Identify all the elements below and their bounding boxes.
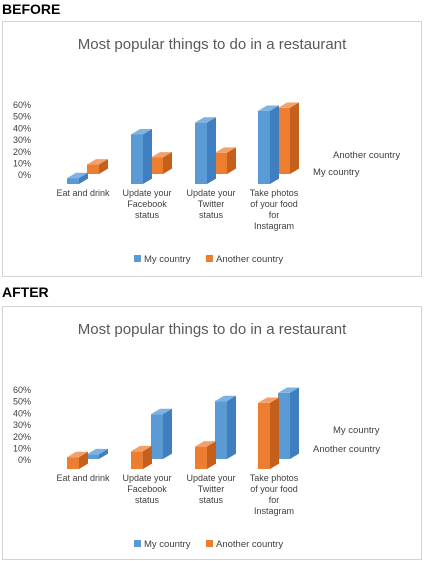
chart-title: Most popular things to do in a restauran… — [78, 36, 347, 53]
x-category-label: Eat and drink — [56, 188, 110, 198]
before-chart: Most popular things to do in a restauran… — [13, 36, 400, 265]
legend-swatch — [206, 540, 213, 547]
y-tick-label: 30% — [13, 420, 31, 430]
y-tick-label: 10% — [13, 444, 31, 454]
before-chart-panel: Most popular things to do in a restauran… — [2, 21, 422, 277]
bar-my-country-4 — [258, 105, 279, 184]
bar-another-country-1 — [87, 159, 108, 174]
y-tick-label: 60% — [13, 385, 31, 395]
legend-label: My country — [144, 254, 191, 265]
bar-another-country-3 — [195, 441, 216, 469]
legend-label: My country — [144, 539, 191, 550]
legend-label: Another country — [216, 539, 283, 550]
series-axis-label: My country — [313, 167, 360, 178]
legend-swatch — [134, 255, 141, 262]
legend-label: Another country — [216, 254, 283, 265]
after-chart: Most popular things to do in a restauran… — [13, 321, 380, 550]
x-category-label: Update your Facebook status — [122, 188, 171, 220]
after-chart-panel: Most popular things to do in a restauran… — [2, 306, 422, 560]
series-axis-label: Another country — [333, 150, 400, 161]
y-tick-label: 0% — [18, 455, 31, 465]
legend-swatch — [134, 540, 141, 547]
bar-another-country-3 — [215, 147, 236, 174]
y-tick-label: 30% — [13, 135, 31, 145]
y-tick-label: 60% — [13, 100, 31, 110]
bar-another-country-2 — [151, 152, 172, 174]
y-tick-label: 0% — [18, 170, 31, 180]
after-label: AFTER — [2, 284, 49, 300]
y-tick-label: 50% — [13, 397, 31, 407]
bar-another-country-2 — [131, 445, 152, 469]
bar-my-country-1 — [67, 172, 88, 184]
bar-another-country-1 — [67, 451, 88, 469]
y-tick-label: 20% — [13, 147, 31, 157]
y-tick-label: 50% — [13, 112, 31, 122]
bar-my-country-2 — [151, 408, 172, 459]
series-axis-label: Another country — [313, 444, 380, 455]
chart-title: Most popular things to do in a restauran… — [78, 321, 347, 338]
bar-my-country-3 — [195, 117, 216, 184]
bar-my-country-4 — [278, 387, 299, 459]
series-axis-label: My country — [333, 425, 380, 436]
x-category-label: Eat and drink — [56, 473, 110, 483]
x-category-label: Take photos of your food for Instagram — [250, 473, 299, 516]
bar-my-country-3 — [215, 395, 236, 459]
y-tick-label: 20% — [13, 432, 31, 442]
x-category-label: Update your Twitter status — [186, 473, 235, 505]
y-tick-label: 40% — [13, 123, 31, 133]
y-tick-label: 40% — [13, 408, 31, 418]
bar-another-country-4 — [278, 102, 299, 174]
before-label: BEFORE — [2, 1, 61, 17]
bar-my-country-2 — [131, 129, 152, 184]
y-tick-label: 10% — [13, 159, 31, 169]
bar-another-country-4 — [258, 397, 279, 469]
x-category-label: Update your Twitter status — [186, 188, 235, 220]
x-category-label: Update your Facebook status — [122, 473, 171, 505]
legend-swatch — [206, 255, 213, 262]
bar-my-country-1 — [87, 448, 108, 459]
x-category-label: Take photos of your food for Instagram — [250, 188, 299, 231]
